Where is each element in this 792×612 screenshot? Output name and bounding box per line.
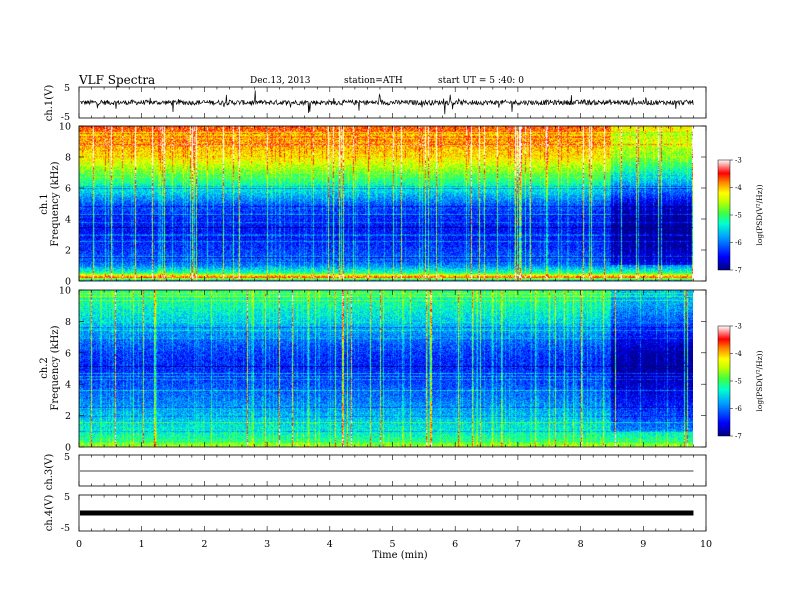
colorbar-tick-label: -3 [735,323,742,331]
ch1-spectrogram-image [79,126,693,281]
colorbar-tick-label: -4 [735,350,742,358]
freq-tick-label: 2 [65,411,71,422]
time-axis-tick-label: 5 [389,539,395,550]
ch3-waveform-ylabel: ch.3(V) [44,454,55,491]
station-label: station=ATH [344,76,403,86]
ch1-spectrogram-ylabel: Frequency (kHz) [50,161,61,246]
ch2-colorbar [717,325,731,437]
ch2-spectrogram-yticks: 0 2 4 6 8 10 [59,286,706,454]
ch1-spectrogram-xticks [78,126,707,281]
ch1-ytick-top: 5 [64,83,70,94]
ch2-spectrogram-ylabel: Frequency (kHz) [50,325,61,410]
time-axis-tick-label: 3 [264,539,270,550]
freq-tick-label: 6 [65,184,71,195]
time-axis-tick-label: 1 [139,539,145,550]
colorbar-tick-label: -6 [735,239,742,247]
figure-title: VLF Spectra [78,73,155,87]
freq-tick-label: 2 [65,246,71,257]
time-axis-tick-label: 6 [452,539,458,550]
ch3-waveform-panel: 5 ch.3(V) [44,452,707,491]
ch1-ytick-bottom: -5 [61,112,70,123]
colorbar-tick-label: -6 [735,405,742,413]
colorbar-tick-label: -4 [735,184,742,192]
time-axis-tick-label: 9 [640,539,646,550]
ch2-colorbar-ticks: -3 -4 -5 -6 -7 [730,323,742,441]
time-axis-label: Time (min) [372,550,427,561]
time-axis-tick-label: 2 [201,539,207,550]
colorbar-tick-label: -3 [735,157,742,165]
freq-tick-label: 8 [65,153,71,164]
ch1-waveform-xticks [78,87,707,118]
ch1-colorbar-ticks: -3 -4 -5 -6 -7 [730,157,742,275]
freq-tick-label: 4 [65,380,71,391]
ch4-waveform-xticks [78,495,707,531]
ch2-spectrogram-image [79,290,693,447]
time-axis-tick-label: 0 [76,539,82,550]
ch3-waveform-xticks [78,455,707,486]
colorbar-tick-label: -5 [735,212,742,220]
ch4-waveform-panel: 5 -5 ch.4(V) 0 1 2 3 4 5 6 7 8 9 10 Time (min) [44,492,712,561]
ch1-spectrogram-yticks: 0 2 4 6 8 10 [59,122,706,288]
freq-tick-label: 4 [65,215,71,226]
ch1-waveform-trace [79,90,694,115]
time-axis-tick-label: 10 [700,539,712,550]
freq-tick-label: 10 [59,286,71,297]
ch1-waveform-panel: 5 -5 ch.1(V) [44,83,707,123]
freq-tick-label: 6 [65,348,71,359]
ch4-waveform-ylabel: ch.4(V) [44,495,55,532]
freq-tick-label: 10 [59,122,71,133]
freq-tick-label: 0 [65,443,71,454]
time-axis-tick-label: 8 [578,539,584,550]
ch2-spectrogram-xticks [78,290,707,447]
ch2-spectrogram-channel-label: ch.2 [39,357,50,379]
ch4-ytick-top: 5 [64,492,70,503]
colorbar-tick-label: -7 [735,267,742,275]
ch1-spectrogram-channel-label: ch.1 [39,193,50,215]
ch1-waveform-ylabel: ch.1(V) [44,85,55,122]
ch1-colorbar [717,159,731,271]
colorbar-tick-label: -5 [735,378,742,386]
ch4-ytick-bottom: -5 [61,523,70,534]
date-label: Dec.13, 2013 [250,76,311,86]
start-time-label: start UT = 5 :40: 0 [438,76,524,86]
colorbar-tick-label: -7 [735,433,742,441]
time-axis-tick-label: 7 [515,539,521,550]
time-axis-tick-label: 4 [327,539,333,550]
ch3-ytick-top: 5 [64,452,70,463]
freq-tick-label: 8 [65,317,71,328]
ch1-colorbar-label: log(PSD(V²/Hz)) [755,184,764,245]
ch4-waveform-trace [80,510,694,516]
time-axis-tick-labels: 0 1 2 3 4 5 6 7 8 9 10 [76,539,712,550]
ch2-colorbar-label: log(PSD(V²/Hz)) [755,350,764,411]
freq-tick-label: 0 [65,277,71,288]
